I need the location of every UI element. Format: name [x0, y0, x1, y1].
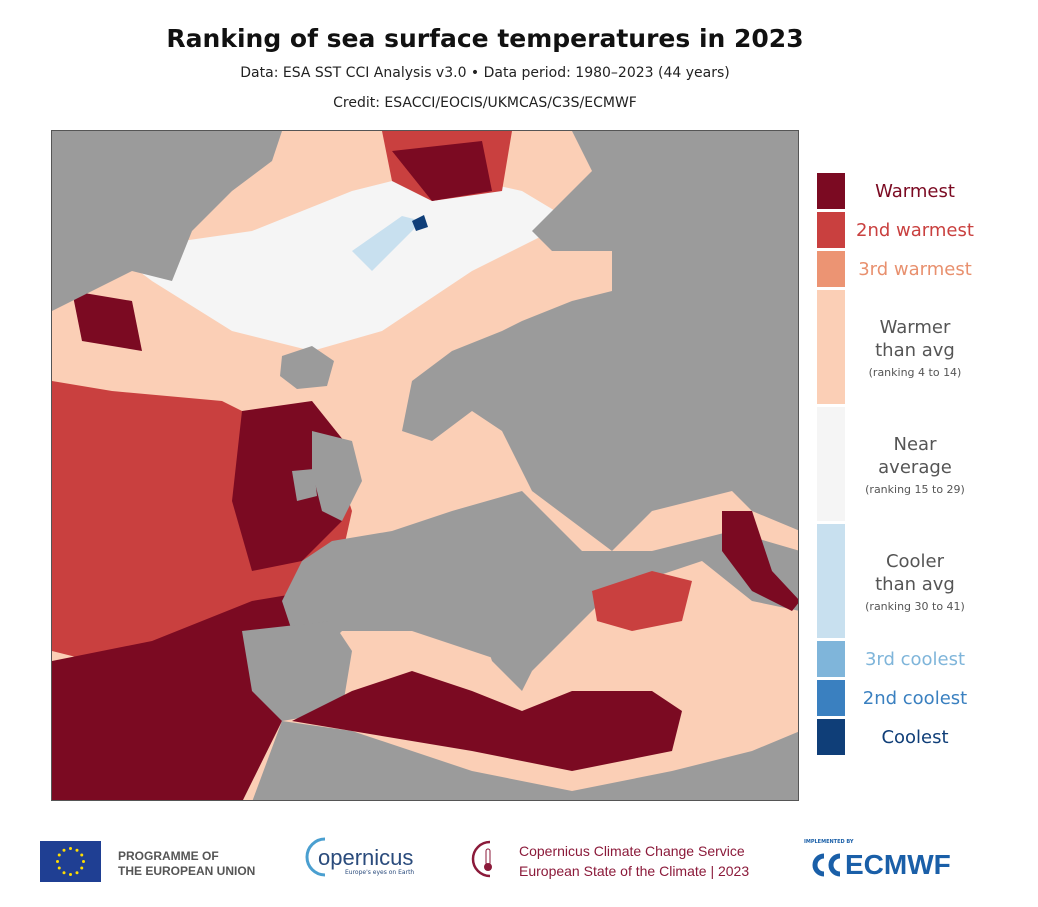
sea-near-average	[112, 171, 572, 351]
legend-sublabel: (ranking 4 to 14)	[868, 365, 962, 379]
land-italy	[482, 631, 532, 691]
legend: Warmest 2nd warmest 3rd warmest Warmer than…	[817, 173, 985, 758]
eu-flag-icon	[40, 841, 101, 882]
legend-item: 2nd coolest	[817, 680, 985, 716]
legend-label: 2nd warmest	[856, 219, 974, 241]
legend-label: 3rd coolest	[864, 648, 966, 670]
legend-label: Cooler than avg	[875, 550, 955, 595]
copernicus-arc-icon	[305, 837, 326, 877]
legend-label: 3rd warmest	[858, 258, 972, 280]
legend-swatch	[817, 524, 845, 638]
c3s-line2: European State of the Climate | 2023	[519, 863, 750, 879]
c3s-thermometer-icon	[471, 840, 492, 878]
legend-swatch	[817, 719, 845, 755]
sea-cooler	[352, 216, 422, 271]
c3s-label: Copernicus Climate Change Service Europe…	[519, 841, 749, 881]
land-africa	[252, 721, 798, 800]
ecmwf-icon	[812, 853, 841, 877]
land-ireland	[292, 469, 317, 501]
land	[52, 131, 798, 800]
legend-item: Near average (ranking 15 to 29)	[817, 407, 985, 521]
legend-item: 3rd coolest	[817, 641, 985, 677]
legend-swatch	[817, 407, 845, 521]
legend-item: Cooler than avg (ranking 30 to 41)	[817, 524, 985, 638]
credit: Credit: ESACCI/EOCIS/UKMCAS/C3S/ECMWF	[333, 95, 637, 111]
ecmwf-logo: ECMWF	[845, 849, 951, 880]
legend-item: Coolest	[817, 719, 985, 755]
legend-sublabel: (ranking 30 to 41)	[865, 599, 965, 613]
legend-label: Coolest	[881, 726, 949, 748]
eu-programme-label: PROGRAMME OF THE EUROPEAN UNION	[118, 849, 255, 879]
implemented-by: IMPLEMENTED BY	[804, 839, 854, 845]
legend-item: Warmest	[817, 173, 985, 209]
map-svg	[52, 131, 798, 800]
land-britain	[312, 431, 362, 521]
land-europe	[282, 491, 798, 671]
legend-swatch	[817, 212, 845, 248]
copernicus-logo: opernicus	[318, 845, 414, 870]
legend-swatch	[817, 251, 845, 287]
legend-label: Near average	[878, 433, 952, 478]
page-title: Ranking of sea surface temperatures in 2…	[166, 24, 804, 53]
sea-coolest	[412, 215, 428, 231]
land-scandinavia-russia	[402, 131, 798, 551]
legend-item: 2nd warmest	[817, 212, 985, 248]
sea-caspian	[722, 511, 798, 611]
legend-swatch	[817, 290, 845, 404]
legend-label: Warmest	[875, 180, 955, 202]
legend-swatch	[817, 641, 845, 677]
legend-label: Warmer than avg	[875, 316, 955, 361]
data-source: Data: ESA SST CCI Analysis v3.0 • Data p…	[240, 65, 730, 81]
sea-warmest	[72, 291, 142, 351]
land-greenland	[52, 131, 282, 311]
legend-item: Warmer than avg (ranking 4 to 14)	[817, 290, 985, 404]
sst-ranking-map	[51, 130, 799, 801]
legend-swatch	[817, 173, 845, 209]
copernicus-tagline: Europe's eyes on Earth	[345, 869, 415, 876]
sea-warmest-barents	[392, 141, 492, 201]
c3s-line1: Copernicus Climate Change Service	[519, 843, 745, 859]
land-iberia	[242, 621, 352, 721]
sea-mediterranean	[292, 671, 682, 771]
sea-black-sea	[592, 571, 692, 631]
legend-item: 3rd warmest	[817, 251, 985, 287]
land-iceland	[280, 346, 334, 389]
legend-label: 2nd coolest	[862, 687, 968, 709]
footer-logos: PROGRAMME OF THE EUROPEAN UNION opernicu…	[0, 835, 1038, 895]
eu-line2: THE EUROPEAN UNION	[118, 864, 256, 878]
legend-swatch	[817, 680, 845, 716]
legend-sublabel: (ranking 15 to 29)	[865, 482, 965, 496]
eu-line1: PROGRAMME OF	[118, 849, 219, 863]
